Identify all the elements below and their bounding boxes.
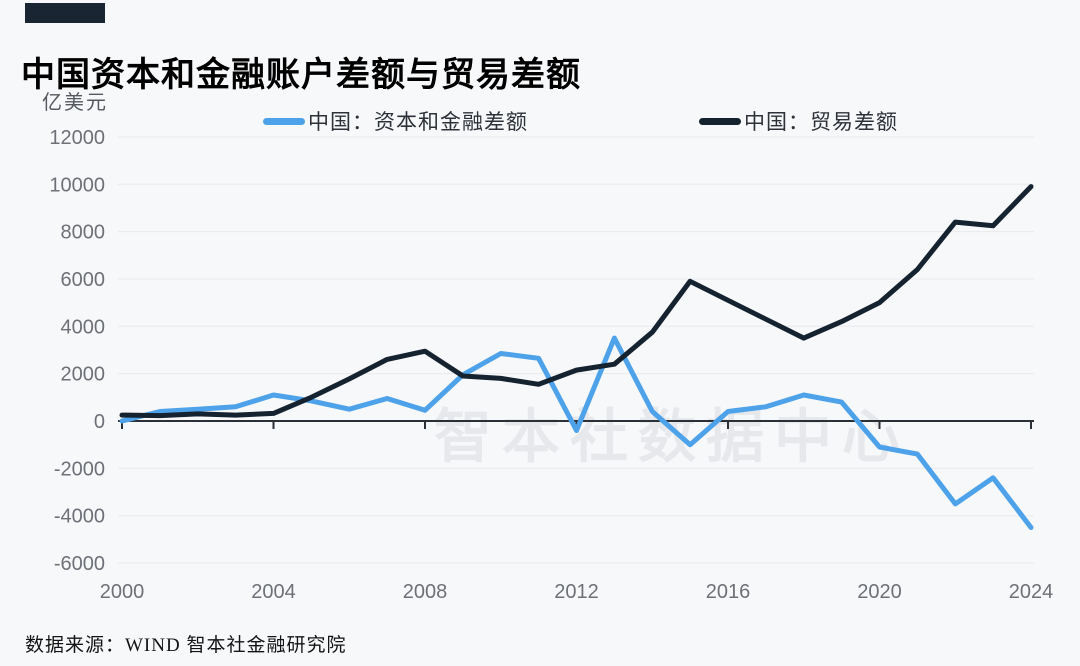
x-tick-label: 2004 [251, 581, 296, 603]
accent-bar [25, 3, 105, 23]
data-source: 数据来源：WIND 智本社金融研究院 [25, 635, 347, 656]
chart-title: 中国资本和金融账户差额与贸易差额 [21, 55, 581, 94]
legend-swatch-trade [699, 117, 741, 125]
x-tick-label: 2012 [554, 581, 599, 603]
legend-swatch-capital [263, 117, 305, 125]
x-tick-label: 2008 [403, 581, 448, 603]
y-tick-label: 6000 [61, 269, 106, 291]
y-tick-label: 10000 [49, 174, 105, 196]
legend-item-capital: 中国：资本和金融差额 [263, 109, 528, 134]
y-tick-label: 0 [94, 411, 105, 433]
x-tick-label: 2024 [1009, 581, 1054, 603]
y-tick-label: -4000 [54, 506, 105, 528]
legend-item-trade: 中国：贸易差额 [699, 109, 898, 134]
y-tick-label: 12000 [49, 127, 105, 149]
x-tick-label: 2016 [706, 581, 751, 603]
y-tick-label: -6000 [54, 553, 105, 575]
series-line-capital [119, 335, 1034, 530]
y-tick-label: -2000 [54, 458, 105, 480]
y-tick-label: 2000 [61, 364, 106, 386]
x-tick-label: 2000 [100, 581, 145, 603]
legend-label-trade: 中国：贸易差额 [744, 110, 898, 134]
watermark: 智本社数据中心 [434, 405, 910, 470]
y-tick-label: 4000 [61, 316, 106, 338]
y-tick-label: 8000 [61, 222, 106, 244]
x-tick-label: 2020 [857, 581, 902, 603]
legend-label-capital: 中国：资本和金融差额 [308, 110, 528, 134]
y-axis-unit-label: 亿美元 [42, 92, 108, 114]
series-line-trade [119, 184, 1034, 419]
